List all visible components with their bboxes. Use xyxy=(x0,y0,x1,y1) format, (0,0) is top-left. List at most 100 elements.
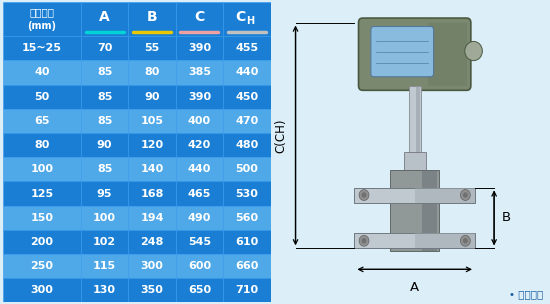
Bar xyxy=(223,254,271,278)
Circle shape xyxy=(465,41,482,61)
Bar xyxy=(175,36,223,60)
Bar xyxy=(175,109,223,133)
Text: 248: 248 xyxy=(140,237,164,247)
Bar xyxy=(175,254,223,278)
Text: 130: 130 xyxy=(93,285,116,295)
Text: 168: 168 xyxy=(140,188,164,199)
Text: 465: 465 xyxy=(188,188,211,199)
Bar xyxy=(3,2,81,36)
Bar xyxy=(81,157,128,181)
Text: 102: 102 xyxy=(93,237,116,247)
Text: 545: 545 xyxy=(188,237,211,247)
Text: (mm): (mm) xyxy=(28,22,56,31)
Text: 250: 250 xyxy=(30,261,53,271)
Text: 480: 480 xyxy=(235,140,258,150)
Bar xyxy=(81,85,128,109)
Text: 85: 85 xyxy=(97,116,112,126)
Bar xyxy=(81,2,128,36)
Circle shape xyxy=(361,238,366,244)
Text: 420: 420 xyxy=(188,140,211,150)
Bar xyxy=(175,206,223,230)
Text: 300: 300 xyxy=(141,261,163,271)
Text: 40: 40 xyxy=(34,67,50,78)
Bar xyxy=(404,152,426,170)
Circle shape xyxy=(359,235,369,246)
Bar xyxy=(3,278,81,302)
Bar xyxy=(128,230,175,254)
Bar xyxy=(416,86,420,152)
Text: H: H xyxy=(246,16,254,26)
Bar xyxy=(175,2,223,36)
Text: 440: 440 xyxy=(188,164,211,174)
Circle shape xyxy=(463,238,468,244)
Bar xyxy=(175,278,223,302)
Bar xyxy=(128,157,175,181)
Text: 150: 150 xyxy=(30,213,53,223)
Text: 530: 530 xyxy=(235,188,258,199)
Bar xyxy=(3,157,81,181)
Bar xyxy=(81,60,128,85)
Bar xyxy=(128,60,175,85)
Circle shape xyxy=(460,235,470,246)
Bar xyxy=(81,278,128,302)
Text: 600: 600 xyxy=(188,261,211,271)
Bar xyxy=(81,254,128,278)
Text: 385: 385 xyxy=(188,67,211,78)
Bar xyxy=(128,2,175,36)
Text: 85: 85 xyxy=(97,164,112,174)
Bar xyxy=(81,109,128,133)
Text: 90: 90 xyxy=(97,140,112,150)
Circle shape xyxy=(463,192,468,198)
Bar xyxy=(223,278,271,302)
Bar xyxy=(3,60,81,85)
Text: 500: 500 xyxy=(235,164,258,174)
Bar xyxy=(422,170,437,251)
Bar xyxy=(390,170,439,251)
Circle shape xyxy=(460,190,470,200)
Text: 125: 125 xyxy=(30,188,53,199)
Bar xyxy=(3,109,81,133)
Text: A: A xyxy=(99,10,110,24)
Text: 120: 120 xyxy=(140,140,163,150)
Bar xyxy=(415,188,475,202)
Text: 50: 50 xyxy=(34,92,50,102)
Bar xyxy=(128,133,175,157)
Bar xyxy=(128,278,175,302)
Bar xyxy=(223,157,271,181)
Bar xyxy=(3,85,81,109)
Text: 470: 470 xyxy=(235,116,258,126)
Bar xyxy=(128,206,175,230)
Text: A: A xyxy=(410,281,419,294)
Bar xyxy=(3,36,81,60)
Text: 85: 85 xyxy=(97,67,112,78)
Text: 85: 85 xyxy=(97,92,112,102)
Text: • 常规仪表: • 常规仪表 xyxy=(509,289,543,299)
Text: 15~25: 15~25 xyxy=(22,43,62,53)
Text: 450: 450 xyxy=(235,92,258,102)
FancyBboxPatch shape xyxy=(359,18,471,90)
Text: 80: 80 xyxy=(144,67,159,78)
Text: 400: 400 xyxy=(188,116,211,126)
Text: 200: 200 xyxy=(30,237,53,247)
Text: 660: 660 xyxy=(235,261,258,271)
FancyBboxPatch shape xyxy=(371,26,433,77)
Text: 194: 194 xyxy=(140,213,164,223)
Text: 95: 95 xyxy=(97,188,112,199)
Bar xyxy=(175,85,223,109)
Bar xyxy=(223,206,271,230)
Bar xyxy=(81,36,128,60)
Text: 90: 90 xyxy=(144,92,159,102)
Text: 105: 105 xyxy=(140,116,163,126)
Text: C: C xyxy=(235,10,245,24)
Bar xyxy=(223,230,271,254)
Text: 455: 455 xyxy=(235,43,258,53)
Bar xyxy=(354,233,475,248)
Bar xyxy=(223,60,271,85)
Bar xyxy=(128,85,175,109)
Bar xyxy=(3,133,81,157)
Bar xyxy=(128,181,175,206)
Text: 560: 560 xyxy=(235,213,258,223)
Bar xyxy=(223,36,271,60)
Text: 140: 140 xyxy=(140,164,164,174)
Text: 65: 65 xyxy=(34,116,50,126)
